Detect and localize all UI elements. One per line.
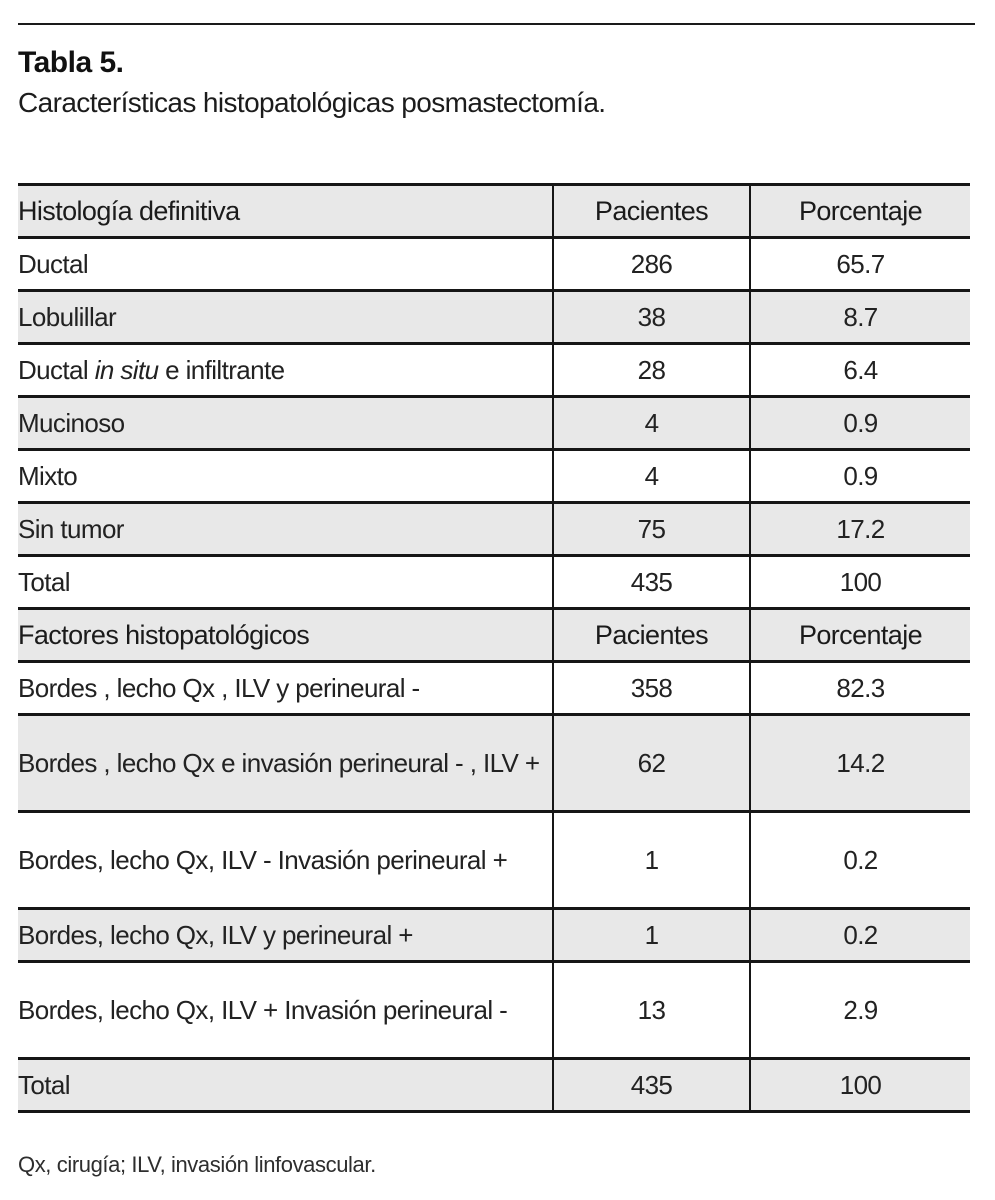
label-italic-text: in situ [94, 354, 159, 385]
table-row: Ductal in situ e infiltrante 28 6.4 [18, 343, 970, 398]
porcentaje-cell: 0.9 [749, 396, 970, 451]
table-row: Ductal 286 65.7 [18, 237, 970, 292]
section1-header-row: Histología definitiva Pacientes Porcenta… [18, 184, 970, 239]
porcentaje-cell: 65.7 [749, 237, 970, 292]
pacientes-cell: 435 [552, 555, 750, 610]
row-label-cell: Total [18, 1058, 553, 1113]
section2-header-row: Factores histopatológicos Pacientes Porc… [18, 608, 970, 663]
porcentaje-cell: 100 [749, 1058, 970, 1113]
column-header-porcentaje: Porcentaje [749, 184, 970, 239]
column-header-pacientes: Pacientes [552, 184, 750, 239]
table-row: Mucinoso 4 0.9 [18, 396, 970, 451]
pacientes-cell: 358 [552, 661, 750, 716]
footnote: Qx, cirugía; ILV, invasión linfovascular… [18, 1152, 376, 1177]
porcentaje-cell: 0.2 [749, 811, 970, 910]
porcentaje-cell: 6.4 [749, 343, 970, 398]
porcentaje-cell: 0.9 [749, 449, 970, 504]
column-header-porcentaje: Porcentaje [749, 608, 970, 663]
row-label-cell: Bordes, lecho Qx, ILV - Invasión perineu… [18, 811, 553, 910]
row-label-cell: Sin tumor [18, 502, 553, 557]
pacientes-cell: 286 [552, 237, 750, 292]
pacientes-cell: 62 [552, 714, 750, 813]
table-row: Bordes , lecho Qx , ILV y perineural - 3… [18, 661, 970, 716]
label-text: e infiltrante [158, 354, 285, 385]
row-label-cell: Ductal [18, 237, 553, 292]
table-row: Bordes , lecho Qx e invasión perineural … [18, 714, 970, 813]
label-text: Ductal [18, 354, 95, 385]
row-label-cell: Ductal in situ e infiltrante [18, 343, 553, 398]
column-header-factores-histopatologicos: Factores histopatológicos [18, 608, 553, 663]
row-label-cell: Mixto [18, 449, 553, 504]
table-title: Tabla 5. [18, 46, 124, 79]
pacientes-cell: 38 [552, 290, 750, 345]
table-row-total-section2: Total 435 100 [18, 1058, 970, 1113]
row-label-cell: Bordes , lecho Qx , ILV y perineural - [18, 661, 553, 716]
pacientes-cell: 4 [552, 449, 750, 504]
porcentaje-cell: 100 [749, 555, 970, 610]
row-label-cell: Total [18, 555, 553, 610]
column-header-histologia-definitiva: Histología definitiva [18, 184, 553, 239]
table-row: Sin tumor 75 17.2 [18, 502, 970, 557]
histopathology-table: Histología definitiva Pacientes Porcenta… [18, 183, 970, 1113]
table-row: Lobulillar 38 8.7 [18, 290, 970, 345]
pacientes-cell: 13 [552, 961, 750, 1060]
table-row: Bordes, lecho Qx, ILV y perineural + 1 0… [18, 908, 970, 963]
table-row: Bordes, lecho Qx, ILV - Invasión perineu… [18, 811, 970, 910]
table-row: Mixto 4 0.9 [18, 449, 970, 504]
top-rule-divider [18, 23, 975, 25]
table-row-total-section1: Total 435 100 [18, 555, 970, 610]
porcentaje-cell: 17.2 [749, 502, 970, 557]
porcentaje-cell: 82.3 [749, 661, 970, 716]
table-row: Bordes, lecho Qx, ILV + Invasión perineu… [18, 961, 970, 1060]
pacientes-cell: 4 [552, 396, 750, 451]
row-label-cell: Bordes, lecho Qx, ILV y perineural + [18, 908, 553, 963]
table-subtitle: Características histopatológicas posmast… [18, 87, 606, 118]
pacientes-cell: 1 [552, 811, 750, 910]
column-header-pacientes: Pacientes [552, 608, 750, 663]
pacientes-cell: 1 [552, 908, 750, 963]
pacientes-cell: 435 [552, 1058, 750, 1113]
porcentaje-cell: 2.9 [749, 961, 970, 1060]
row-label-cell: Bordes , lecho Qx e invasión perineural … [18, 714, 553, 813]
row-label-cell: Bordes, lecho Qx, ILV + Invasión perineu… [18, 961, 553, 1060]
pacientes-cell: 28 [552, 343, 750, 398]
porcentaje-cell: 14.2 [749, 714, 970, 813]
row-label-cell: Mucinoso [18, 396, 553, 451]
pacientes-cell: 75 [552, 502, 750, 557]
row-label-cell: Lobulillar [18, 290, 553, 345]
porcentaje-cell: 0.2 [749, 908, 970, 963]
porcentaje-cell: 8.7 [749, 290, 970, 345]
